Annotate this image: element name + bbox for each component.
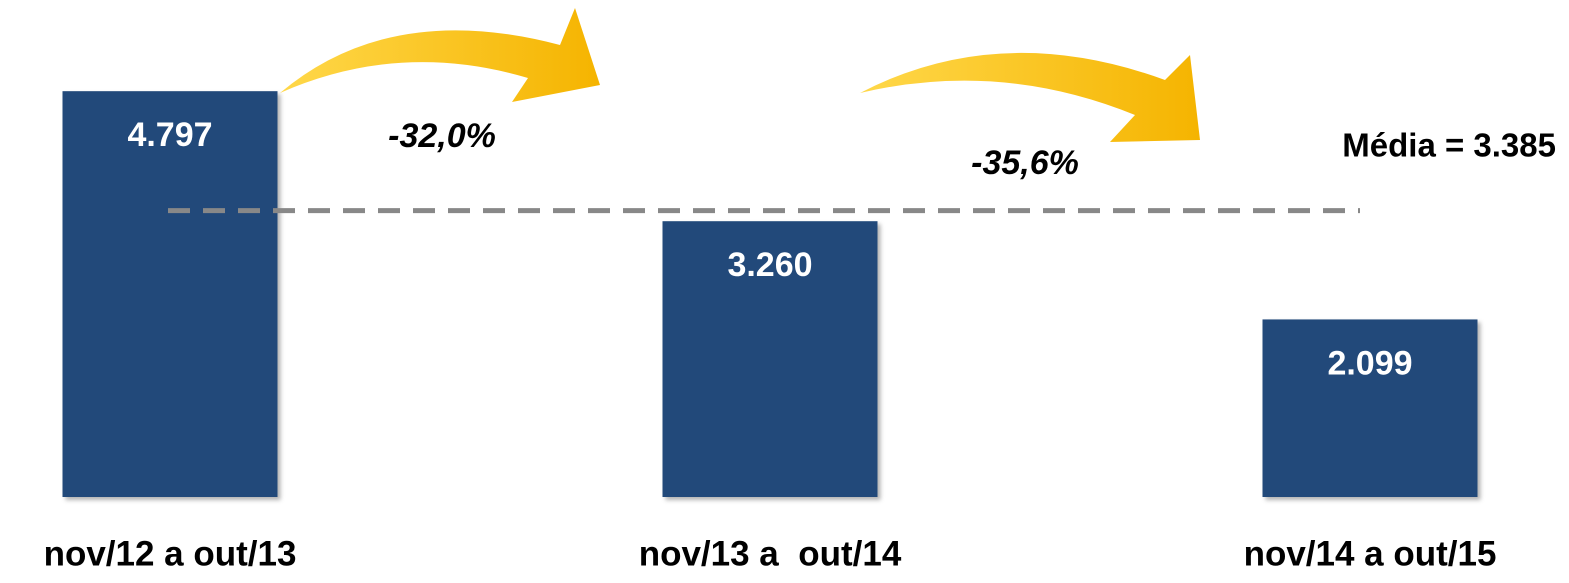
arrow [280, 8, 600, 102]
arrow [860, 52, 1200, 143]
value-label: 3.260 [727, 246, 812, 284]
annotation: -32,0% [388, 117, 496, 155]
value-label: 4.797 [127, 116, 212, 154]
bar [662, 221, 878, 498]
x-tick-label: nov/14 a out/15 [1244, 534, 1497, 573]
bar [1262, 319, 1478, 497]
x-tick-label: nov/12 a out/13 [44, 534, 297, 573]
annotation: -35,6% [971, 144, 1079, 182]
mean-label: Média = 3.385 [1342, 127, 1556, 164]
bar [62, 91, 278, 497]
value-label: 2.099 [1327, 344, 1412, 382]
x-tick-label: nov/13 a out/14 [639, 534, 902, 573]
